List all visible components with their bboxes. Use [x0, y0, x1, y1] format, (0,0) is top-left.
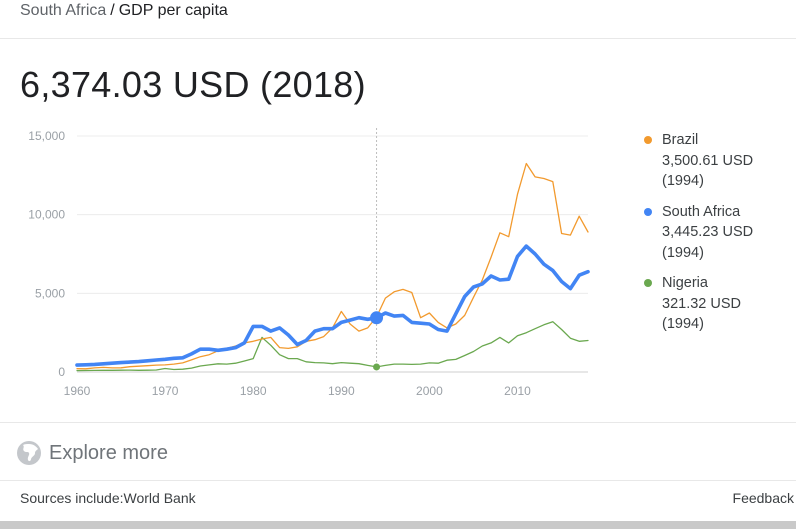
legend-item-south-africa[interactable]: South Africa 3,445.23 USD (1994): [640, 202, 790, 264]
legend-dot-brazil: [644, 136, 652, 144]
x-tick-label: 2010: [504, 384, 531, 398]
legend-item-brazil[interactable]: Brazil 3,500.61 USD (1994): [640, 130, 790, 192]
legend-item-nigeria[interactable]: Nigeria 321.32 USD (1994): [640, 273, 790, 335]
chart-markers: [370, 311, 384, 371]
legend-year: (1994): [662, 316, 704, 332]
x-tick-label: 1970: [152, 384, 179, 398]
y-tick-label: 5,000: [35, 286, 65, 300]
y-tick-label: 15,000: [28, 129, 65, 143]
sources-text: Sources include:World Bank: [20, 490, 196, 506]
x-tick-label: 1990: [328, 384, 355, 398]
legend-name: Nigeria: [662, 275, 708, 291]
legend-dot-south-africa: [644, 207, 652, 216]
legend-dot-nigeria: [644, 279, 652, 287]
legend-year: (1994): [662, 173, 704, 189]
chart-axes: 0 5,000 10,000 15,000 1960 1970 1980 1990 2000 20…: [28, 129, 531, 398]
x-tick-label: 2000: [416, 384, 443, 398]
series-line-south-africa: [75, 244, 590, 367]
chart-gridlines: [77, 128, 588, 373]
headline-value: 6,374.03 USD (2018): [20, 64, 366, 105]
chart-legend: Brazil 3,500.61 USD (1994) South Africa …: [640, 130, 790, 345]
explore-more-label: Explore more: [49, 441, 168, 464]
x-tick-label: 1960: [64, 384, 91, 398]
y-tick-label: 0: [58, 365, 65, 379]
breadcrumb: South Africa / GDP per capita: [20, 2, 228, 20]
middle-divider: [0, 422, 796, 423]
legend-value: 3,445.23 USD: [662, 224, 754, 240]
bottom-scroll-bar: [0, 521, 796, 529]
breadcrumb-current: GDP per capita: [118, 2, 228, 19]
legend-year: (1994): [662, 244, 704, 261]
x-tick-label: 1980: [240, 384, 267, 398]
gdp-line-chart[interactable]: 0 5,000 10,000 15,000 1960 1970 1980 1990 2000 20…: [0, 110, 620, 410]
legend-name: Brazil: [662, 132, 699, 148]
top-divider: [0, 38, 796, 39]
y-tick-label: 10,000: [28, 208, 65, 222]
series-line-brazil: [76, 162, 589, 370]
legend-name: South Africa: [662, 203, 741, 220]
breadcrumb-separator: /: [110, 2, 115, 19]
explore-more-link[interactable]: Explore more: [16, 438, 168, 468]
highlight-point-south-africa: [370, 311, 384, 325]
globe-icon: [17, 441, 41, 465]
series-line-nigeria: [76, 321, 589, 372]
highlight-point-nigeria: [373, 363, 381, 371]
feedback-link[interactable]: Feedback: [732, 490, 794, 506]
footer-divider: [0, 480, 796, 481]
breadcrumb-parent-link[interactable]: South Africa: [20, 2, 107, 19]
chart-series: [75, 162, 590, 372]
legend-value: 321.32 USD: [662, 295, 741, 312]
legend-value: 3,500.61 USD: [662, 152, 754, 169]
